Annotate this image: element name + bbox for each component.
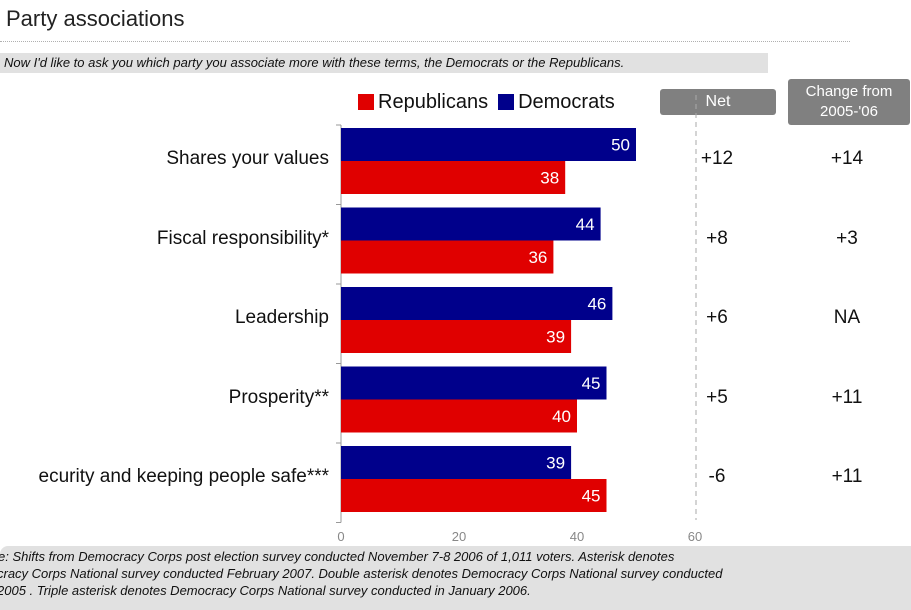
bar-republicans bbox=[341, 161, 566, 194]
bar-republicans bbox=[341, 399, 577, 433]
change-value: +11 bbox=[831, 386, 863, 408]
data-label-republicans: 38 bbox=[540, 169, 559, 188]
bar-republicans bbox=[341, 320, 572, 353]
data-label-republicans: 40 bbox=[552, 407, 571, 426]
data-label-democrats: 39 bbox=[546, 454, 565, 473]
data-label-democrats: 44 bbox=[576, 215, 595, 234]
net-value: +8 bbox=[706, 227, 728, 249]
net-value: +5 bbox=[706, 386, 728, 408]
legend-swatch-democrats bbox=[498, 94, 515, 110]
bar-democrats bbox=[341, 287, 613, 320]
change-value: +3 bbox=[836, 227, 858, 249]
change-value: +14 bbox=[830, 148, 864, 169]
footnote-line-2: cracy Corps National survey conducted Fe… bbox=[0, 566, 723, 581]
net-header: Net bbox=[660, 89, 776, 115]
footnote-line-1: e: Shifts from Democracy Corps post elec… bbox=[0, 549, 675, 564]
change-header: Change from 2005-'06 bbox=[788, 79, 910, 125]
x-tick-label: 40 bbox=[570, 529, 584, 544]
bar-democrats bbox=[341, 128, 636, 161]
net-value: +12 bbox=[700, 148, 734, 169]
category-label: Shares your values bbox=[166, 148, 329, 169]
legend-label-republicans: Republicans bbox=[378, 90, 489, 113]
bar-democrats bbox=[341, 207, 601, 241]
legend-republicans: Republicans bbox=[358, 91, 488, 114]
x-tick-label: 60 bbox=[688, 529, 702, 544]
chart-title: Party associations bbox=[6, 6, 185, 31]
bar-democrats bbox=[341, 446, 572, 479]
change-header-line1: Change from bbox=[805, 83, 893, 100]
net-value: +6 bbox=[706, 307, 728, 328]
category-label: ecurity and keeping people safe*** bbox=[38, 466, 329, 487]
data-label-republicans: 39 bbox=[546, 328, 565, 347]
x-tick-label: 20 bbox=[452, 529, 466, 544]
data-label-republicans: 36 bbox=[528, 248, 547, 267]
bar-republicans bbox=[341, 479, 607, 512]
legend: Republicans Democrats bbox=[358, 89, 619, 115]
title-divider bbox=[0, 41, 850, 42]
footnote: e: Shifts from Democracy Corps post elec… bbox=[0, 546, 911, 610]
data-label-democrats: 50 bbox=[611, 136, 630, 155]
survey-question: Now I'd like to ask you which party you … bbox=[0, 53, 768, 73]
footnote-line-3: 2005 . Triple asterisk denotes Democracy… bbox=[0, 583, 531, 598]
x-tick-label: 0 bbox=[337, 529, 344, 544]
category-label: Prosperity** bbox=[228, 386, 329, 408]
data-label-democrats: 45 bbox=[582, 374, 601, 393]
bar-republicans bbox=[341, 240, 554, 274]
legend-swatch-republicans bbox=[358, 94, 374, 110]
change-value: NA bbox=[833, 307, 861, 328]
data-label-republicans: 45 bbox=[582, 487, 601, 506]
legend-democrats: Democrats bbox=[498, 91, 615, 114]
category-label: Fiscal responsibility* bbox=[156, 227, 329, 249]
category-label: Leadership bbox=[234, 307, 329, 328]
net-value: -6 bbox=[708, 466, 726, 487]
change-header-line2: 2005-'06 bbox=[820, 103, 878, 120]
data-label-democrats: 46 bbox=[587, 295, 606, 314]
legend-label-democrats: Democrats bbox=[518, 90, 615, 113]
change-value: +11 bbox=[831, 466, 863, 487]
bar-democrats bbox=[341, 366, 607, 400]
